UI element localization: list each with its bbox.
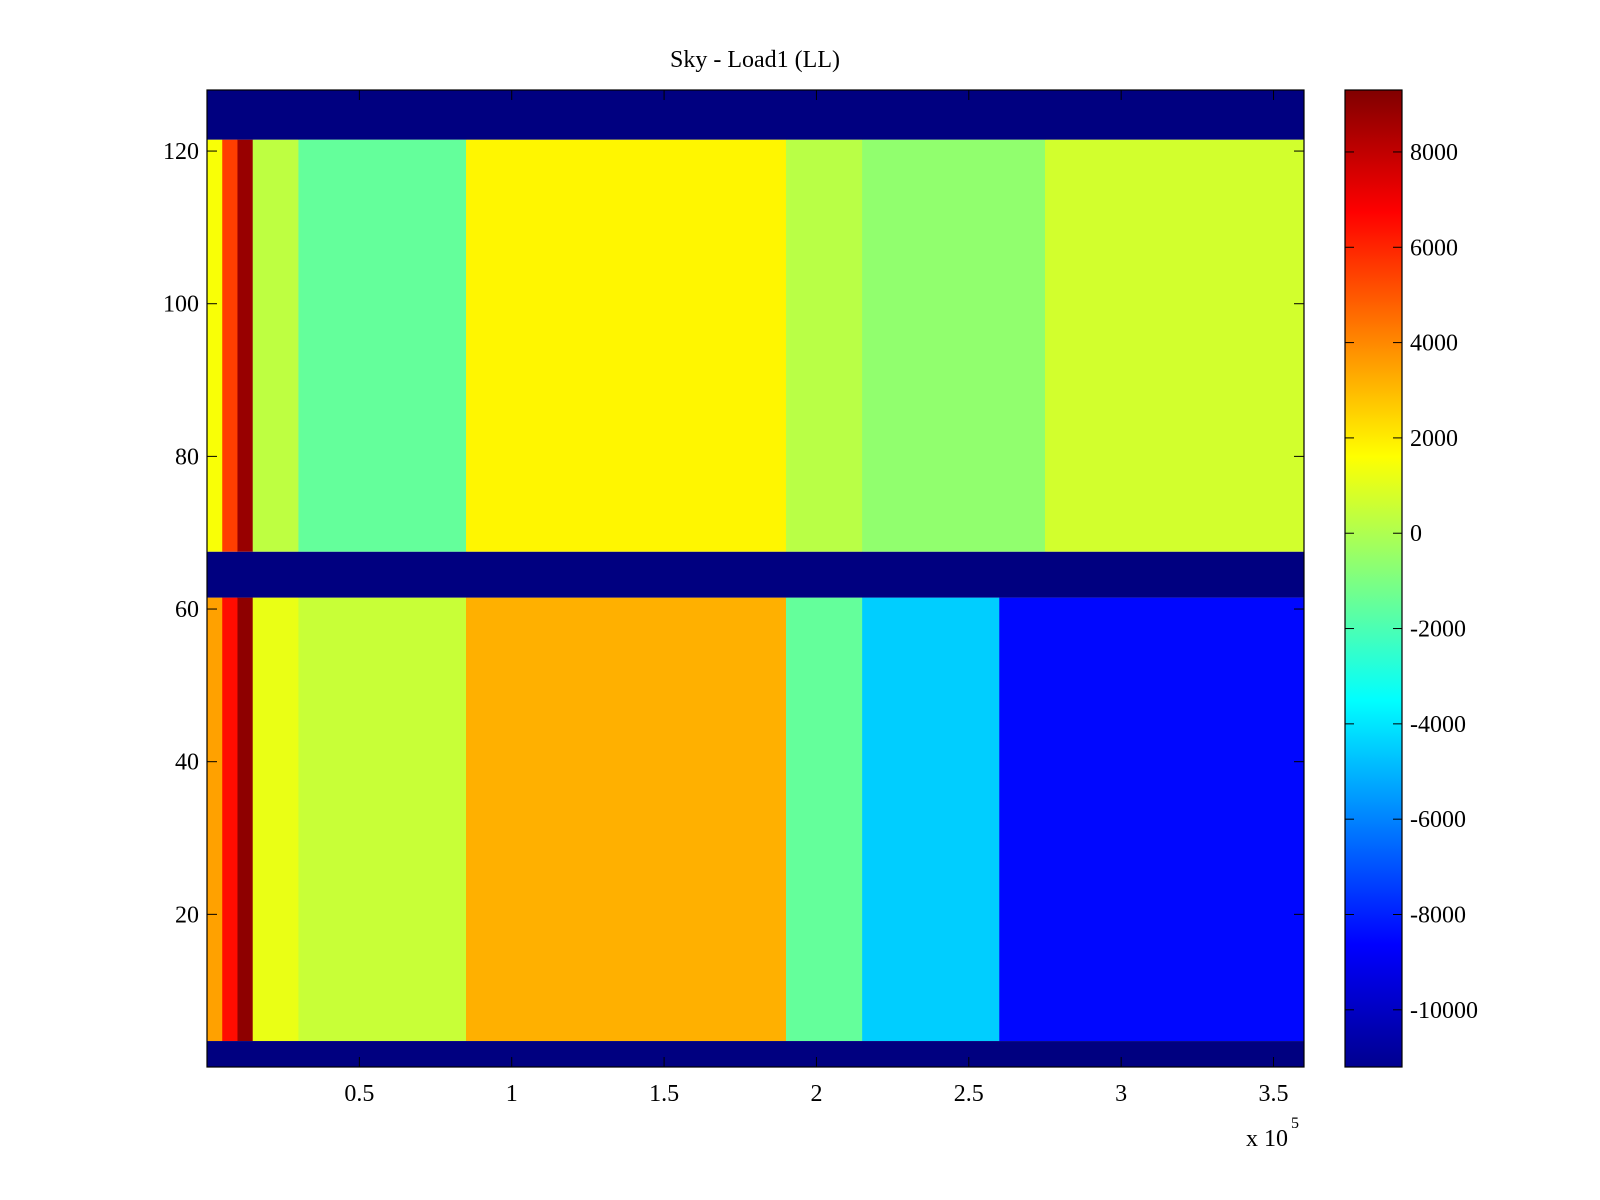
colorbar-tick-label: 6000: [1410, 235, 1458, 261]
colorbar-tick-label: -2000: [1410, 617, 1466, 643]
x-tick-label: 1: [506, 1081, 518, 1107]
y-tick-label: 120: [163, 139, 199, 165]
heatmap-cell-upper-7: [862, 139, 1046, 552]
heatmap-cell-lower-2: [237, 597, 254, 1042]
heatmap-cell-lower-6: [785, 597, 863, 1042]
heatmap-cell-lower-3: [252, 597, 299, 1042]
heatmap-cell-upper-2: [237, 139, 254, 552]
heatmap-cell-lower-0: [207, 597, 223, 1042]
chart-title: Sky - Load1 (LL): [670, 47, 840, 73]
y-tick-label: 60: [175, 597, 199, 623]
heatmap-cell-upper-4: [298, 139, 467, 552]
masked-band-2: [207, 90, 1304, 140]
masked-band-1: [207, 551, 1304, 598]
colorbar-tick-label: -10000: [1410, 998, 1478, 1024]
heatmap-cell-upper-3: [252, 139, 299, 552]
x-tick-label: 0.5: [344, 1081, 374, 1107]
heatmap-cell-upper-1: [222, 139, 238, 552]
heatmap-cell-upper-5: [466, 139, 787, 552]
x-tick-label: 2: [810, 1081, 822, 1107]
y-tick-label: 100: [163, 292, 199, 318]
heatmap-cell-lower-7: [862, 597, 1000, 1042]
y-axis: 20 40 60 80 100 120: [163, 139, 1304, 928]
colorbar-tick-label: -8000: [1410, 902, 1466, 928]
heatmap-cells: [207, 90, 1304, 1067]
x-multiplier-label: x 10: [1246, 1126, 1288, 1152]
colorbar-tick-label: -4000: [1410, 712, 1466, 738]
colorbar-tick-label: 4000: [1410, 331, 1458, 357]
masked-band-0: [207, 1041, 1304, 1067]
colorbar: [1344, 89, 1403, 1068]
x-tick-label: 3.5: [1259, 1081, 1289, 1107]
x-multiplier-exponent: 5: [1291, 1115, 1299, 1132]
heatmap-cell-lower-1: [222, 597, 238, 1042]
heatmap-cell-lower-4: [298, 597, 467, 1042]
plot-frame: [206, 89, 1305, 1068]
heatmap-cell-lower-5: [466, 597, 787, 1042]
colorbar-tick-label: 2000: [1410, 426, 1458, 452]
heatmap-cell-upper-0: [207, 139, 223, 552]
y-tick-label: 40: [175, 750, 199, 776]
colorbar-tick-label: 0: [1410, 521, 1422, 547]
y-tick-label: 20: [175, 902, 199, 928]
x-tick-label: 3: [1115, 1081, 1127, 1107]
x-tick-label: 2.5: [954, 1081, 984, 1107]
heatmap-cell-upper-6: [785, 139, 863, 552]
x-axis: 0.5 1 1.5 2 2.5 3 3.5: [344, 90, 1289, 1107]
heatmap-cell-lower-8: [999, 597, 1304, 1042]
heatmap-cell-upper-8: [1044, 139, 1304, 552]
colorbar-axis: 8000 6000 4000 2000 0 -2000 -4000 -6000 -8000 -10…: [1345, 140, 1478, 1024]
x-tick-label: 1.5: [649, 1081, 679, 1107]
colorbar-tick-label: 8000: [1410, 140, 1458, 166]
y-tick-label: 80: [175, 444, 199, 470]
x-multiplier: x 10 5: [1246, 1115, 1299, 1152]
colorbar-tick-label: -6000: [1410, 807, 1466, 833]
